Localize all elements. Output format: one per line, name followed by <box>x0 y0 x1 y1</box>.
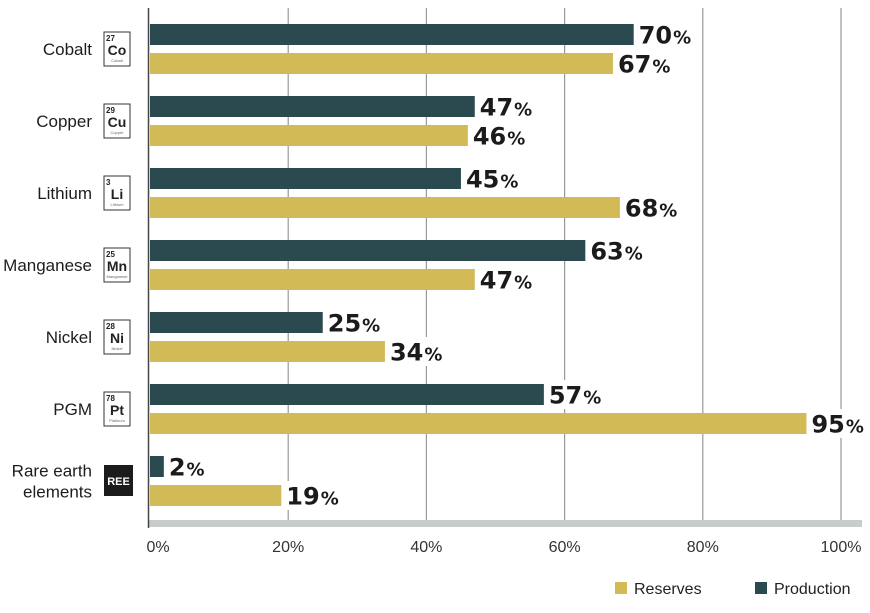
legend-label-reserves: Reserves <box>634 581 702 598</box>
bar-production-nickel <box>150 312 323 333</box>
value-label-backdrop <box>385 337 440 366</box>
bar-production-pgm <box>150 384 544 405</box>
category-label: PGM <box>53 400 92 419</box>
element-name: Manganese <box>107 274 129 279</box>
value-label-reserves: 67% <box>618 51 670 79</box>
value-label-reserves: 34% <box>390 339 442 367</box>
bar-production-copper <box>150 96 475 117</box>
value-label-production: 70% <box>639 22 691 50</box>
value-label-backdrop <box>634 20 689 49</box>
element-symbol: Cu <box>108 114 127 130</box>
value-label-backdrop <box>461 164 516 193</box>
legend-label-production: Production <box>774 581 851 598</box>
element-symbol: Li <box>111 186 123 202</box>
value-label-production: 47% <box>480 94 532 122</box>
x-tick-label: 80% <box>687 539 719 556</box>
bar-production-manganese <box>150 240 586 261</box>
element-name: Cobalt <box>111 58 123 63</box>
ree-tile-symbol: REE <box>107 476 130 488</box>
value-label-reserves: 95% <box>811 411 863 439</box>
value-label-backdrop <box>620 193 675 222</box>
element-symbol: Co <box>108 42 127 58</box>
element-tile-mn <box>103 247 131 283</box>
element-symbol: Pt <box>110 402 124 418</box>
bar-production-lithium <box>150 168 461 189</box>
gridlines <box>287 8 842 520</box>
bar-production-rare-earth-elements <box>150 456 164 477</box>
bar-reserves-rare-earth-elements <box>150 485 282 506</box>
category-label: Manganese <box>3 256 92 275</box>
value-label-backdrop <box>468 121 523 150</box>
x-tick-label: 100% <box>821 539 862 556</box>
category-label: Lithium <box>37 184 92 203</box>
bar-reserves-pgm <box>150 413 807 434</box>
element-number: 78 <box>106 394 115 403</box>
value-label-backdrop <box>586 236 641 265</box>
element-number: 28 <box>106 322 115 331</box>
value-label-production: 2% <box>169 454 205 482</box>
bar-reserves-nickel <box>150 341 385 362</box>
x-axis-baseline <box>148 520 862 527</box>
element-number: 3 <box>106 178 111 187</box>
value-label-backdrop <box>475 92 530 121</box>
value-label-backdrop <box>613 49 668 78</box>
value-label-production: 63% <box>590 238 642 266</box>
bar-reserves-manganese <box>150 269 475 290</box>
x-tick-label: 20% <box>272 539 304 556</box>
element-name: Copper <box>110 130 124 135</box>
value-label-production: 57% <box>549 382 601 410</box>
element-tile-pt <box>103 391 131 427</box>
legend: Reserves Production <box>615 581 851 598</box>
element-name: Lithium <box>111 202 125 207</box>
value-label-reserves: 47% <box>480 267 532 295</box>
element-tile-co <box>103 31 131 67</box>
value-label-backdrop <box>164 452 204 481</box>
category-labels-layer: Cobalt27CoCobaltCopper29CuCopperLithium3… <box>3 31 133 502</box>
element-name: Platinum <box>109 418 125 423</box>
ree-tile <box>104 465 133 496</box>
value-label-backdrop <box>807 409 862 438</box>
value-label-backdrop <box>323 308 378 337</box>
x-tick-label: 60% <box>549 539 581 556</box>
legend-swatch-reserves <box>615 582 627 594</box>
x-tick-label: 40% <box>410 539 442 556</box>
element-symbol: Ni <box>110 330 124 346</box>
value-labels-layer: 70%67%47%46%45%68%63%47%25%34%57%95%2%19… <box>164 20 864 511</box>
x-tick-labels: 0% 20% 40% 60% 80% 100% <box>146 539 861 556</box>
value-label-backdrop <box>544 380 599 409</box>
category-label: Cobalt <box>43 40 92 59</box>
bar-reserves-lithium <box>150 197 620 218</box>
value-label-backdrop <box>475 265 530 294</box>
legend-swatch-production <box>755 582 767 594</box>
bar-reserves-cobalt <box>150 53 613 74</box>
element-symbol: Mn <box>107 258 127 274</box>
value-label-production: 45% <box>466 166 518 194</box>
element-number: 25 <box>106 250 115 259</box>
category-label: Copper <box>36 112 92 131</box>
value-label-production: 25% <box>328 310 380 338</box>
x-tick-label: 0% <box>146 539 169 556</box>
value-label-reserves: 19% <box>286 483 338 511</box>
element-tile-ni <box>103 319 131 355</box>
category-label: Nickel <box>46 328 92 347</box>
element-name: Nickel <box>112 346 123 351</box>
value-label-backdrop <box>282 481 337 510</box>
category-label: elements <box>23 483 92 502</box>
element-tile-cu <box>103 103 131 139</box>
bar-reserves-copper <box>150 125 468 146</box>
bars-layer <box>150 24 807 506</box>
element-number: 27 <box>106 34 115 43</box>
category-label: Rare earth <box>12 462 92 481</box>
value-label-reserves: 46% <box>473 123 525 151</box>
value-label-reserves: 68% <box>625 195 677 223</box>
element-number: 29 <box>106 106 115 115</box>
bar-production-cobalt <box>150 24 634 45</box>
element-tile-li <box>103 175 131 211</box>
